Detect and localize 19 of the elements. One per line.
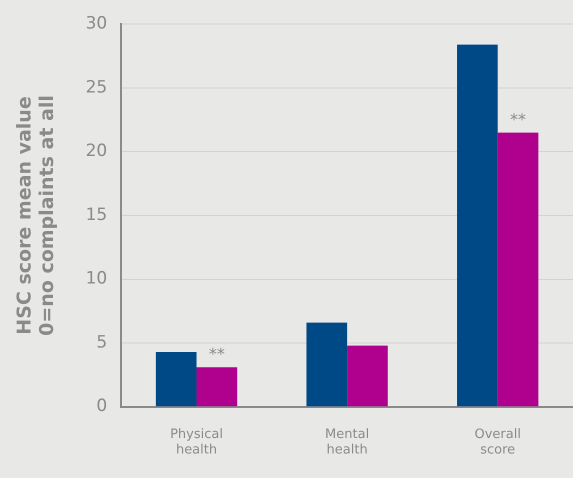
bar bbox=[457, 44, 498, 406]
x-tick-label: Overall score bbox=[474, 426, 521, 458]
annotation: ** bbox=[208, 344, 225, 364]
y-tick-label: 15 bbox=[86, 204, 108, 225]
annotation: ** bbox=[510, 110, 526, 129]
y-tick-label: 30 bbox=[86, 14, 108, 34]
y-tick-label: 20 bbox=[86, 141, 108, 162]
y-tick-label: 0 bbox=[96, 396, 108, 416]
bar bbox=[498, 132, 538, 406]
y-axis-title: HSC score mean value 0=no complaints at all bbox=[13, 95, 58, 336]
x-tick-label: Physical health bbox=[170, 426, 223, 458]
bar bbox=[347, 346, 388, 406]
bar bbox=[156, 352, 197, 406]
y-tick-label: 5 bbox=[96, 332, 108, 352]
bar bbox=[196, 367, 238, 406]
bar bbox=[306, 322, 348, 406]
y-tick-label: 25 bbox=[86, 77, 108, 98]
x-tick-label: Mental health bbox=[325, 426, 370, 458]
y-tick-label: 10 bbox=[86, 268, 108, 289]
